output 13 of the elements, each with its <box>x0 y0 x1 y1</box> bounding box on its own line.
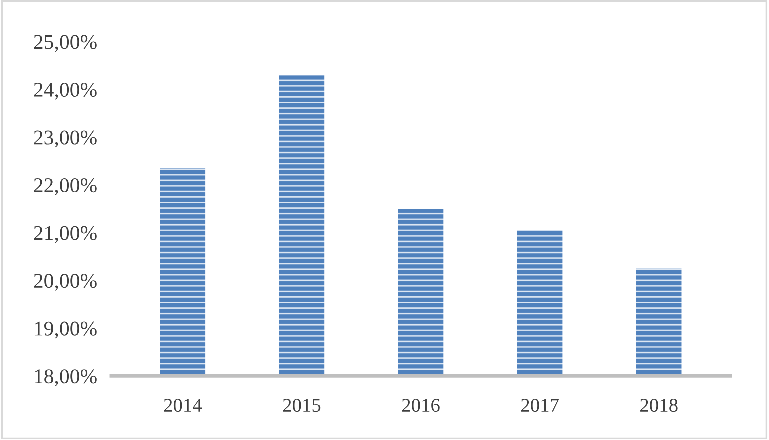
y-tick-label: 20,00% <box>34 274 97 292</box>
y-tick-label: 22,00% <box>34 178 97 196</box>
x-tick-label: 2016 <box>402 398 440 412</box>
y-tick-label: 25,00% <box>34 35 97 52</box>
y-tick-label: 18,00% <box>35 370 97 387</box>
y-tick-label: 23,00% <box>34 130 97 148</box>
y-tick-label: 19,00% <box>35 322 97 339</box>
x-tick-label: 2015 <box>283 398 321 412</box>
y-tick-label: 24,00% <box>34 82 97 100</box>
x-tick-label: 2018 <box>640 398 678 412</box>
x-tick-label: 2017 <box>521 398 559 412</box>
y-tick-label: 21,00% <box>34 226 97 244</box>
x-tick-label: 2014 <box>164 398 202 412</box>
